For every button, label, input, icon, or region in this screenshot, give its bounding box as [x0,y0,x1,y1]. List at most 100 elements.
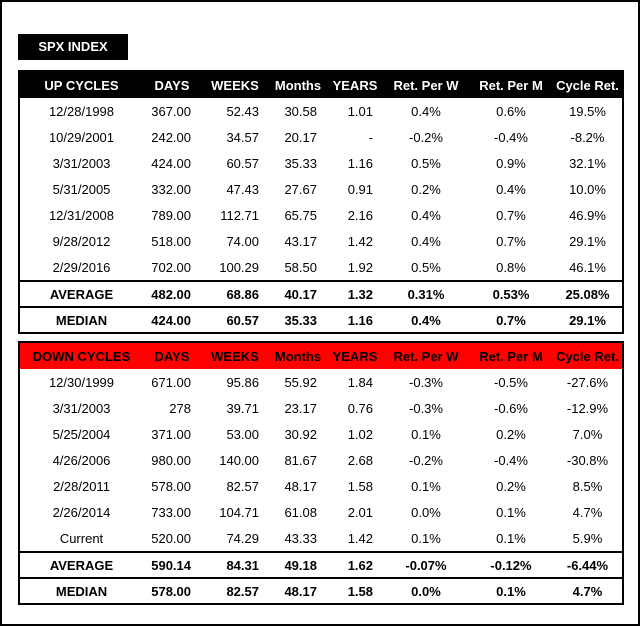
table-cell: -8.2% [570,129,605,145]
table-cell: 39.71 [226,400,259,416]
table-cell: 1.16 [347,155,373,171]
table-cell: 55.92 [284,374,317,390]
summary-cell: 49.18 [269,551,327,578]
table-cell: 7.0% [572,426,603,442]
table-cell: -0.4% [494,129,528,145]
down-header-cell: Ret. Per W [383,342,469,369]
table-cell: -0.6% [494,400,528,416]
table-row: 3/31/2003 278 39.71 23.17 0.76 -0.3% -0.6% -12.… [19,395,623,421]
table-cell: 0.1% [411,426,441,442]
table-cell: 43.17 [284,233,317,249]
table-cell: 100.29 [219,259,259,275]
table-cell: 2/29/2016 [52,259,111,275]
table-cell: 2/28/2011 [53,478,110,494]
table-cell: 27.67 [284,181,317,197]
summary-cell: 29.1% [553,306,623,333]
table-cell: Current [59,530,104,546]
table-cell: -30.8% [566,452,609,468]
table-row: 4/26/2006 980.00 140.00 81.67 2.68 -0.2% -0.4%… [19,447,623,473]
summary-cell: 424.00 [143,306,201,333]
up-average-row: AVERAGE 482.00 68.86 40.17 1.32 0.31% 0.53% 25.… [19,280,623,307]
table-cell: 29.1% [569,233,606,249]
summary-cell: 25.08% [553,280,623,307]
table-cell: 0.76 [347,400,373,416]
table-cell: 789.00 [151,207,191,223]
table-cell: 74.29 [226,530,259,546]
table-cell: 19.5% [569,103,606,119]
down-cycles-table: DOWN CYCLES DAYS WEEKS Months YEARS Ret. Per … [18,341,624,605]
table-row: 2/29/2016 702.00 100.29 58.50 1.92 0.5% 0.8% 46… [19,254,623,281]
up-header-cell: UP CYCLES [19,71,143,98]
down-header-cell: Ret. Per M [469,342,553,369]
up-header-cell: WEEKS [201,71,269,98]
up-median-row: MEDIAN 424.00 60.57 35.33 1.16 0.4% 0.7% 29.1% [19,306,623,333]
summary-cell: AVERAGE [19,551,143,578]
table-cell: 104.71 [219,504,259,520]
table-cell: 8.5% [572,478,603,494]
summary-cell: 482.00 [143,280,201,307]
table-cell: 74.00 [226,233,259,249]
table-cell: 52.43 [226,103,259,119]
table-cell: 0.0% [411,504,441,520]
summary-cell: 0.53% [469,280,553,307]
table-cell: 0.7% [496,233,526,249]
table-row: 12/31/2008 789.00 112.71 65.75 2.16 0.4% 0.7% 4… [19,202,623,228]
table-cell: 520.00 [151,530,191,546]
table-cell: 12/28/1998 [48,103,115,119]
table-cell: 10.0% [569,181,606,197]
table-cell: -0.2% [409,452,443,468]
summary-cell: -0.12% [469,551,553,578]
table-cell: 0.4% [411,207,441,223]
table-cell: 0.2% [496,478,526,494]
table-cell: 1.84 [347,374,373,390]
table-cell: -0.3% [409,374,443,390]
table-row: 12/30/1999 671.00 95.86 55.92 1.84 -0.3% -0.5%… [19,369,623,395]
table-cell: 5/31/2005 [52,181,111,197]
summary-cell: 68.86 [201,280,269,307]
table-cell: 12/31/2008 [48,207,115,223]
summary-cell: 48.17 [269,577,327,604]
table-cell: 0.7% [496,207,526,223]
table-cell: 1.01 [347,103,373,119]
table-cell: 30.58 [284,103,317,119]
summary-cell: MEDIAN [19,577,143,604]
summary-cell: 1.62 [327,551,383,578]
table-cell: 20.17 [284,129,317,145]
summary-cell: AVERAGE [19,280,143,307]
summary-cell: 84.31 [201,551,269,578]
table-cell: 4.7% [572,504,603,520]
table-cell: 671.00 [151,374,191,390]
table-cell: 0.1% [496,530,526,546]
up-header-cell: DAYS [143,71,201,98]
table-row: 10/29/2001 242.00 34.57 20.17 - -0.2% -0.4% -8.… [19,124,623,150]
table-cell: 81.67 [284,452,317,468]
table-cell: 82.57 [226,478,259,494]
table-cell: 43.33 [284,530,317,546]
table-cell: 332.00 [151,181,191,197]
table-cell: 61.08 [284,504,317,520]
table-cell: -0.2% [409,129,443,145]
table-cell: 23.17 [284,400,317,416]
down-header-cell: YEARS [327,342,383,369]
up-header-cell: Ret. Per M [469,71,553,98]
table-cell: 32.1% [569,155,606,171]
down-header-cell: WEEKS [201,342,269,369]
table-row: 12/28/1998 367.00 52.43 30.58 1.01 0.4% 0.6% 19… [19,98,623,124]
table-cell: 46.9% [569,207,606,223]
summary-cell: 82.57 [201,577,269,604]
table-cell: 95.86 [226,374,259,390]
table-cell: 980.00 [151,452,191,468]
summary-cell: 1.32 [327,280,383,307]
table-cell: -0.3% [409,400,443,416]
table-cell: 0.1% [411,478,441,494]
table-cell: 578.00 [151,478,191,494]
summary-cell: 4.7% [553,577,623,604]
table-cell: 2.16 [347,207,373,223]
table-cell: 5.9% [572,530,603,546]
summary-cell: 0.31% [383,280,469,307]
summary-cell: 35.33 [269,306,327,333]
table-cell: 9/28/2012 [52,233,111,249]
